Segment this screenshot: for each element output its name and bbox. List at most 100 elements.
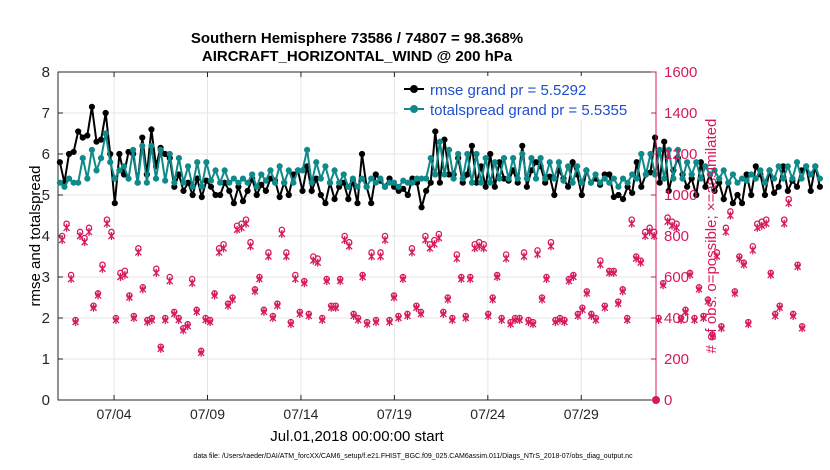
spread-point <box>93 167 100 174</box>
spread-point <box>578 179 585 186</box>
spread-point <box>258 171 265 178</box>
assimilated-obs-marker <box>789 311 797 320</box>
spread-point <box>606 179 613 186</box>
assimilated-obs-marker <box>547 242 555 251</box>
assimilated-obs-marker <box>735 254 743 263</box>
rmse-point <box>244 187 251 194</box>
spread-point <box>116 167 123 174</box>
spread-point <box>340 171 347 178</box>
assimilated-obs-marker <box>121 270 129 279</box>
spread-point <box>619 175 627 182</box>
rmse-point <box>317 191 324 199</box>
spread-point <box>207 177 215 184</box>
rmse-point <box>285 191 292 199</box>
spread-point <box>519 150 526 158</box>
spread-point <box>716 175 723 182</box>
spread-point <box>624 179 631 186</box>
spread-point <box>221 167 228 174</box>
spread-point <box>510 155 517 162</box>
spread-point <box>729 171 736 178</box>
spread-point <box>235 179 242 186</box>
assimilated-obs-marker <box>484 311 492 320</box>
spread-point <box>450 175 457 182</box>
assimilated-obs-marker <box>273 301 281 310</box>
spread-point <box>610 175 617 182</box>
right-y-tick-label: 0 <box>664 392 672 409</box>
spread-point <box>693 159 700 166</box>
x-tick-label: 07/09 <box>190 406 225 422</box>
assimilated-obs-marker <box>255 275 263 284</box>
rmse-point <box>262 187 269 194</box>
rmse-point <box>684 183 691 190</box>
assimilated-obs-marker <box>592 316 600 325</box>
assimilated-obs-marker <box>749 246 757 255</box>
assimilated-obs-marker <box>193 307 201 316</box>
assimilated-obs-marker <box>466 275 474 284</box>
spread-point <box>363 183 370 190</box>
assimilated-obs-marker <box>444 295 452 304</box>
assimilated-obs-marker <box>63 223 71 232</box>
spread-point <box>798 175 805 182</box>
assimilated-obs-marker <box>601 303 609 312</box>
spread-point <box>748 171 755 178</box>
spread-point <box>803 163 810 170</box>
spread-point <box>372 179 379 186</box>
spread-point <box>253 183 260 190</box>
chart-title: Southern Hemisphere 73586 / 74807 = 98.3… <box>191 30 523 47</box>
spread-point <box>125 175 132 182</box>
assimilated-obs-marker <box>740 260 748 269</box>
rmse-point <box>372 171 379 178</box>
spread-point <box>381 183 389 190</box>
spread-point <box>61 183 68 190</box>
assimilated-obs-marker <box>489 295 497 304</box>
assimilated-obs-marker <box>107 232 115 240</box>
assimilated-obs-marker <box>475 242 483 251</box>
assimilated-obs-marker <box>166 277 174 286</box>
spread-point <box>226 179 233 186</box>
assimilated-obs-marker <box>529 320 537 329</box>
assimilated-obs-marker <box>296 309 304 318</box>
left-y-tick-label: 5 <box>42 187 50 204</box>
spread-point <box>670 175 677 182</box>
spread-point <box>789 175 796 182</box>
spread-point <box>459 175 466 182</box>
spread-point <box>212 167 219 174</box>
spread-point <box>276 163 283 170</box>
rmse-point <box>775 183 782 190</box>
rmse-point <box>358 150 366 158</box>
assimilated-obs-marker <box>691 316 698 325</box>
assimilated-obs-marker <box>251 287 259 296</box>
spread-point <box>569 179 576 186</box>
rmse-point <box>331 196 338 203</box>
assimilated-obs-marker <box>682 307 689 316</box>
assimilated-obs-marker <box>695 285 703 294</box>
rmse-point <box>70 148 77 156</box>
rmse-point <box>523 183 530 190</box>
chart-subtitle: AIRCRAFT_HORIZONTAL_WIND @ 200 hPa <box>202 48 513 65</box>
assimilated-obs-marker <box>480 244 488 253</box>
spread-point <box>203 159 210 166</box>
assimilated-obs-marker <box>67 275 75 284</box>
spread-point <box>230 175 237 182</box>
assimilated-obs-marker <box>430 240 438 249</box>
spread-point <box>674 146 682 153</box>
rmse-point <box>816 183 823 190</box>
assimilated-obs-marker <box>134 248 142 257</box>
x-tick-label: 07/04 <box>97 406 132 422</box>
spread-point <box>358 175 366 182</box>
assimilated-obs-marker <box>282 252 290 261</box>
rmse-point <box>638 183 645 190</box>
assimilated-obs-marker <box>722 227 730 236</box>
assimilated-obs-marker <box>403 311 411 320</box>
rmse-point <box>519 142 526 149</box>
spread-point <box>587 179 595 186</box>
rmse-point <box>482 183 489 190</box>
spread-point <box>56 179 63 186</box>
spread-point <box>455 150 462 158</box>
right-y-tick-label: 1200 <box>664 146 697 163</box>
assimilated-obs-marker <box>552 318 559 327</box>
left-y-tick-label: 8 <box>42 64 50 81</box>
rmse-point <box>180 187 187 194</box>
spread-point <box>560 177 567 184</box>
assimilated-obs-marker <box>560 318 568 327</box>
